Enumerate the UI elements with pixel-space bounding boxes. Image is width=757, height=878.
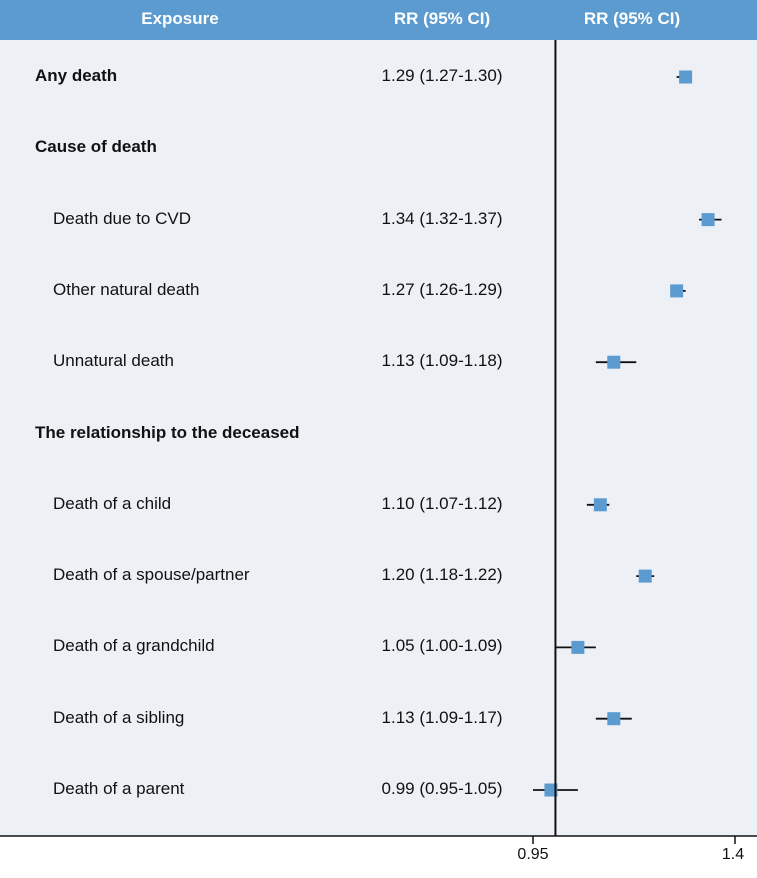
row-rr-ci: 1.13 (1.09-1.18): [381, 351, 503, 371]
header-rr-ci: RR (95% CI): [393, 9, 491, 28]
x-tick-label-max: 1.4: [721, 846, 745, 863]
group-header-label: Any death: [35, 66, 118, 85]
header-bar: [0, 0, 757, 40]
row-rr-ci: 1.29 (1.27-1.30): [381, 66, 503, 85]
header-plot: RR (95% CI): [583, 9, 681, 28]
rr-point-marker: [670, 284, 684, 298]
row-rr-ci: 1.13 (1.09-1.17): [381, 707, 503, 727]
forest-marks: [533, 70, 722, 797]
row-label: Death of a sibling: [53, 707, 185, 727]
row-label: Death of a child: [53, 493, 172, 513]
rr-point-marker: [701, 213, 715, 227]
row-rr-ci: 1.10 (1.07-1.12): [381, 493, 503, 513]
group-header-label: The relationship to the deceased: [35, 422, 300, 442]
row-label: Other natural death: [53, 279, 200, 299]
rr-point-marker: [638, 569, 652, 583]
x-tick-label-min: 0.95: [517, 846, 549, 863]
rr-point-marker: [544, 783, 558, 797]
row-label: Death of a parent: [53, 779, 185, 798]
rr-point-marker: [607, 712, 621, 726]
plot-panel: [0, 40, 757, 836]
row-label: Death of a spouse/partner: [53, 565, 250, 585]
row-rr-ci: 1.05 (1.00-1.09): [381, 636, 503, 656]
row-label: Death due to CVD: [53, 208, 191, 228]
row-rr-ci: 1.34 (1.32-1.37): [381, 208, 503, 228]
row-rr-ci: 1.27 (1.26-1.29): [381, 279, 503, 299]
row-rr-ci: 1.20 (1.18-1.22): [381, 565, 503, 585]
row-label: Unnatural death: [53, 351, 174, 371]
rr-point-marker: [679, 70, 693, 84]
rr-point-marker: [607, 355, 621, 369]
header-exposure: Exposure: [141, 9, 219, 28]
group-header-label: Cause of death: [35, 137, 157, 157]
rr-point-marker: [571, 640, 585, 654]
row-label: Death of a grandchild: [53, 636, 215, 656]
row-rr-ci: 0.99 (0.95-1.05): [381, 779, 503, 798]
rr-point-marker: [593, 498, 607, 512]
